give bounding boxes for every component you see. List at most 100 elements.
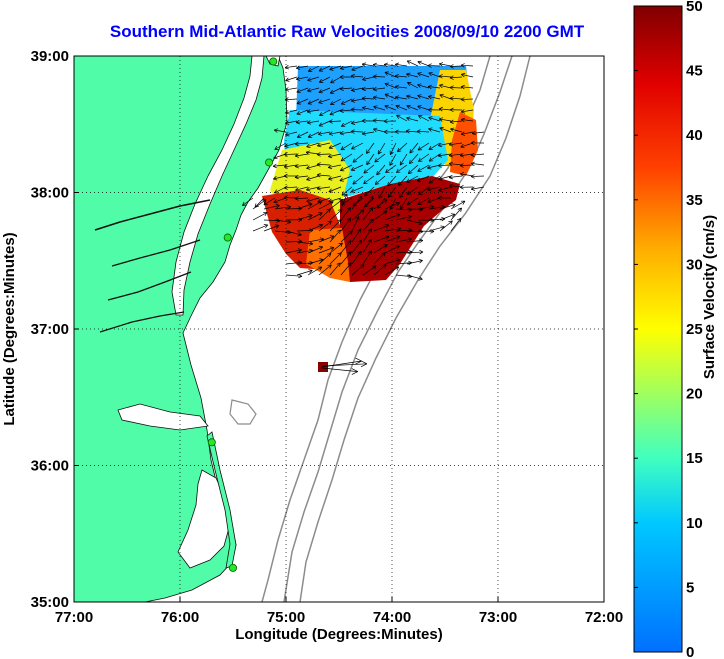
velocity-vector-head: [285, 112, 290, 115]
velocity-vector: [308, 65, 320, 72]
velocity-vector-head: [362, 133, 367, 136]
velocity-vector: [352, 175, 364, 185]
velocity-vector: [329, 242, 343, 254]
velocity-vector: [306, 197, 320, 203]
velocity-vector-head: [385, 235, 390, 237]
velocity-vector-head: [306, 146, 311, 148]
velocity-vector-head: [284, 97, 289, 101]
velocity-vector-head: [294, 174, 299, 178]
velocity-vector-head: [285, 89, 290, 92]
velocity-vector: [373, 224, 389, 232]
velocity-vector-head: [452, 213, 456, 218]
velocity-vector-head: [350, 166, 354, 171]
velocity-vector: [418, 115, 430, 122]
velocity-vector-head: [449, 144, 453, 147]
velocity-vector: [395, 75, 408, 78]
velocity-vector: [308, 131, 320, 138]
velocity-vector-head: [395, 235, 401, 237]
velocity-vector: [384, 266, 400, 276]
station-marker: [228, 563, 237, 572]
velocity-vector-head: [307, 88, 311, 92]
velocity-vector-head: [364, 192, 367, 197]
velocity-vector: [399, 186, 408, 198]
velocity-vector-head: [439, 84, 443, 89]
velocity-vector-head: [427, 107, 432, 111]
velocity-vector-head: [339, 108, 344, 112]
colorbar-tick-label: 35: [686, 192, 703, 209]
velocity-vector-head: [470, 142, 475, 146]
velocity-vector-head: [460, 99, 465, 102]
velocity-vector-head: [360, 209, 365, 211]
velocity-vector: [439, 108, 452, 111]
velocity-vector: [450, 128, 463, 133]
velocity-vector-head: [360, 360, 368, 365]
velocity-vector-head: [440, 225, 445, 228]
velocity-vector: [340, 164, 353, 171]
velocity-vector-head: [385, 171, 390, 174]
velocity-vector: [406, 175, 419, 183]
velocity-vector-head: [439, 94, 443, 99]
velocity-vector-head: [417, 72, 422, 74]
velocity-vector-head: [254, 203, 257, 208]
velocity-vector-head: [336, 262, 341, 265]
velocity-vector: [351, 209, 365, 221]
velocity-vector: [285, 109, 298, 114]
velocity-vector-head: [448, 163, 453, 167]
velocity-vector-head: [306, 176, 310, 180]
velocity-vector: [459, 164, 474, 166]
velocity-vector-head: [390, 152, 394, 155]
velocity-vector-head: [351, 371, 358, 375]
velocity-vector-head: [306, 198, 310, 202]
velocity-vector-head: [439, 62, 444, 65]
velocity-vector-head: [451, 203, 456, 205]
velocity-vector: [307, 246, 323, 254]
velocity-vector-head: [242, 201, 245, 206]
velocity-vector-head: [449, 66, 454, 69]
velocity-vector-head: [396, 202, 400, 206]
x-tick-label: 74:00: [373, 609, 411, 626]
velocity-vector-head: [318, 122, 322, 127]
velocity-vector: [351, 87, 364, 91]
velocity-vector-head: [408, 249, 413, 253]
velocity-vector-head: [338, 198, 343, 201]
velocity-vector: [417, 72, 430, 78]
velocity-vector: [306, 151, 320, 155]
velocity-vector-head: [449, 64, 454, 67]
velocity-vector: [362, 265, 377, 276]
velocity-vector: [352, 153, 364, 163]
colorbar-label: Surface Velocity (cm/s): [701, 215, 718, 379]
velocity-vector-head: [340, 209, 343, 214]
velocity-vector-head: [459, 155, 464, 158]
velocity-vector: [362, 207, 374, 221]
velocity-vector: [389, 197, 397, 210]
velocity-vector: [408, 164, 419, 174]
velocity-vector-head: [427, 63, 432, 66]
velocity-vector-head: [283, 173, 288, 177]
velocity-vector-head: [384, 264, 387, 269]
velocity-vector: [273, 164, 287, 167]
velocity-vector: [330, 98, 342, 105]
velocity-vector: [449, 87, 463, 89]
velocity-vector: [295, 175, 309, 178]
velocity-vector-head: [372, 76, 377, 79]
velocity-vector-head: [329, 69, 334, 71]
velocity-vector-head: [396, 258, 401, 260]
velocity-vector: [397, 142, 408, 153]
velocity-vector-head: [407, 214, 412, 217]
velocity-vector-head: [385, 244, 388, 249]
velocity-vector-head: [460, 63, 465, 66]
velocity-vector-head: [395, 213, 400, 215]
velocity-vector-head: [273, 178, 278, 181]
velocity-vector: [449, 142, 463, 146]
velocity-vector-head: [328, 191, 333, 193]
velocity-vector: [384, 245, 400, 254]
velocity-vector-head: [440, 204, 445, 207]
velocity-vector-head: [298, 249, 302, 253]
velocity-vector: [396, 164, 408, 173]
velocity-vector: [351, 195, 362, 210]
velocity-vector: [341, 98, 353, 105]
velocity-vector-head: [428, 94, 433, 97]
velocity-vector-head: [461, 72, 466, 75]
velocity-vector-head: [372, 118, 377, 121]
